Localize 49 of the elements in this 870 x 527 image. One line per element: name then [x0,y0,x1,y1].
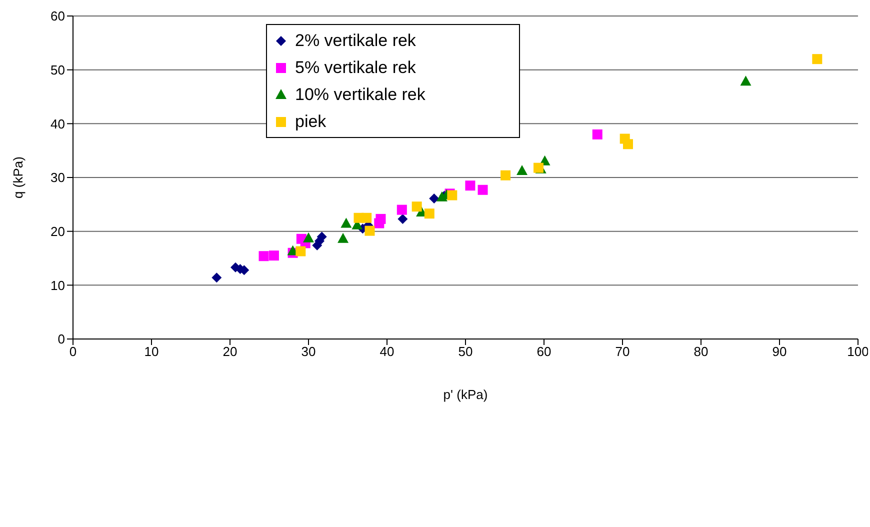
point [447,190,458,200]
y-tick-label: 20 [50,224,65,239]
point [478,184,488,195]
point [429,193,440,204]
point [212,272,222,283]
point [296,246,306,256]
point [340,218,352,228]
point [740,76,752,86]
legend-label: piek [295,111,326,133]
x-axis-title: p' (kPa) [443,387,488,402]
y-tick-label: 30 [50,170,65,186]
point [516,165,528,176]
x-tick-label: 30 [301,344,316,360]
x-tick-label: 80 [694,344,708,360]
point [500,170,511,180]
point [534,162,544,173]
x-tick-label: 70 [615,344,630,360]
point [812,54,822,64]
legend-label: 2% vertikale rek [295,30,416,52]
point [374,218,384,228]
point [362,212,372,223]
point [465,180,476,191]
x-tick-label: 10 [144,344,159,360]
point [396,204,407,215]
y-axis-title: q (kPa) [10,156,26,198]
point [398,214,408,224]
point [592,129,602,140]
x-tick-label: 90 [772,344,787,360]
x-tick-label: 0 [69,344,77,360]
y-tick-label: 50 [50,62,65,78]
legend-label: 5% vertikale rek [295,57,416,79]
point [622,139,633,150]
y-tick-label: 60 [50,8,65,24]
x-tick-label: 60 [536,344,552,360]
y-tick-label: 10 [50,278,65,293]
point [364,226,375,236]
point [424,208,434,219]
x-tick-label: 40 [380,344,394,360]
x-tick-label: 100 [847,344,869,360]
point [303,232,314,242]
legend-label: 10% vertikale rek [295,84,426,106]
x-tick-label: 50 [458,344,473,360]
y-tick-label: 40 [50,116,65,132]
point [412,202,422,212]
point [268,250,279,261]
point [258,251,269,262]
y-tick-label: 0 [58,332,65,347]
point [338,232,349,243]
x-tick-label: 20 [222,344,238,360]
